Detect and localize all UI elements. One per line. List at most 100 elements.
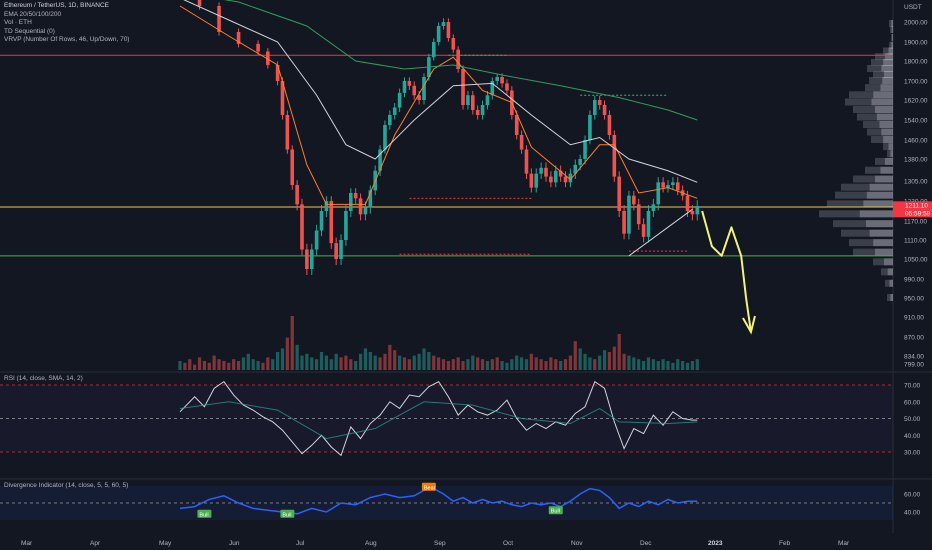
symbol-title[interactable]: Ethereum / TetherUS, 1D, BINANCE — [4, 2, 110, 9]
volume-bar — [505, 362, 509, 370]
candle-body — [539, 167, 543, 174]
volume-profile-bar — [881, 268, 888, 276]
divergence-bull-tag — [280, 509, 295, 518]
rsi-label[interactable]: RSI (14, close, SMA, 14, 2) — [4, 375, 83, 382]
price-tick-label: 1305.00 — [904, 179, 928, 186]
volume-profile-bar — [819, 210, 860, 218]
volume-bar — [236, 361, 241, 370]
candle-body — [456, 49, 460, 69]
volume-bar — [485, 361, 490, 370]
triangle-support-line — [628, 208, 693, 257]
price-tick-label: 1700.00 — [904, 79, 928, 86]
volume-profile-bar — [882, 77, 893, 84]
candle-body — [475, 110, 480, 115]
current-price-tag — [893, 201, 932, 218]
candle-body — [300, 204, 304, 250]
candle-body — [495, 77, 499, 81]
volume-bar — [529, 353, 533, 370]
volume-bar — [441, 359, 446, 370]
volume-bar — [241, 357, 246, 370]
candle-body — [568, 173, 573, 183]
candle-body — [661, 182, 665, 188]
volume-bar — [354, 361, 358, 370]
volume-bar — [568, 355, 572, 370]
candle-body — [324, 201, 329, 211]
countdown-label: 05:59:59 — [905, 210, 931, 217]
volume-bar — [451, 359, 455, 370]
candle-body — [534, 173, 539, 188]
ema-100-line — [223, 0, 698, 121]
volume-profile-bar — [865, 84, 881, 92]
volume-bar — [246, 353, 250, 370]
volume-profile-bar — [853, 248, 875, 256]
volume-bar — [593, 359, 597, 370]
forecast-arrow — [701, 210, 752, 333]
rsi-pane: 70.00 60.00 50.00 40.00 30.00 — [0, 380, 921, 457]
volume-profile-bar — [883, 47, 889, 55]
volume-bar — [271, 359, 275, 370]
price-tick-label: 1800.00 — [904, 59, 928, 66]
candle-body — [622, 211, 626, 234]
rsi-tick-label: 40.00 — [904, 433, 921, 440]
volume-bar — [261, 362, 265, 370]
divergence-bull-label: Bull — [282, 512, 291, 518]
candle-body — [558, 170, 563, 177]
candle-body — [500, 77, 504, 84]
volume-bar — [217, 359, 221, 370]
volume-profile-bar — [876, 113, 893, 121]
volume-profile-bar — [890, 150, 893, 158]
time-tick-label: Feb — [779, 540, 791, 547]
volume-bar — [612, 346, 616, 370]
ema-legend[interactable]: EMA 20/50/100/200 — [4, 10, 62, 18]
volume-bar — [402, 357, 407, 370]
volume-legend[interactable]: Vol · ETH — [4, 19, 32, 27]
time-tick-label: Jun — [229, 540, 240, 547]
candle-body — [685, 195, 690, 211]
volume-profile-bar — [871, 136, 884, 143]
volume-bar — [446, 361, 450, 370]
candle-body — [593, 100, 597, 115]
divergence-pane: 60.00 40.00 Bull Bull Bear Bull — [0, 482, 921, 520]
candle-body — [612, 135, 617, 177]
volume-profile-bar — [835, 191, 867, 199]
volume-bar — [466, 359, 470, 370]
time-tick-label: Mar — [838, 540, 850, 547]
volume-profile-bar — [880, 166, 893, 174]
divergence-label[interactable]: Divergence Indicator (14, close, 5, 5, 6… — [4, 482, 129, 489]
volume-bar — [232, 359, 236, 370]
candle-body — [597, 100, 602, 105]
candle-body — [617, 176, 621, 211]
volume-bar — [407, 359, 411, 370]
candle-body — [392, 107, 397, 115]
price-tick-label: 834.00 — [904, 354, 924, 361]
candle-body — [388, 115, 392, 125]
candle-body — [583, 140, 587, 159]
vrvp-legend[interactable]: VRVP (Number Of Rows, 46, Up/Down, 70) — [4, 36, 130, 44]
candle-body — [285, 115, 290, 150]
volume-bar — [563, 359, 568, 370]
candle-body — [485, 95, 490, 105]
volume-bar — [290, 316, 294, 370]
volume-bar — [412, 355, 416, 370]
price-tick-label: 990.00 — [904, 277, 924, 284]
candle-body — [417, 95, 421, 100]
volume-profile-bar — [887, 294, 891, 301]
volume-bar — [310, 357, 314, 370]
volume-bar — [300, 355, 304, 370]
candle-body — [451, 38, 456, 50]
td-sequential-legend[interactable]: TD Sequential (0) — [4, 27, 55, 35]
volume-bar — [212, 355, 216, 370]
volume-bar — [427, 352, 431, 370]
volume-bar — [480, 359, 485, 370]
volume-bar — [685, 362, 690, 370]
candle-body — [553, 170, 558, 183]
volume-profile-bar — [888, 47, 893, 55]
volume-bar — [476, 357, 480, 370]
price-tick-label: 950.00 — [904, 296, 924, 303]
volume-bar — [607, 352, 612, 370]
candle-body — [666, 185, 670, 188]
volume-profile-bar — [857, 113, 877, 121]
time-tick-label: 2023 — [708, 540, 723, 547]
candle-body — [471, 95, 475, 110]
volume-profile-bar — [871, 59, 884, 66]
